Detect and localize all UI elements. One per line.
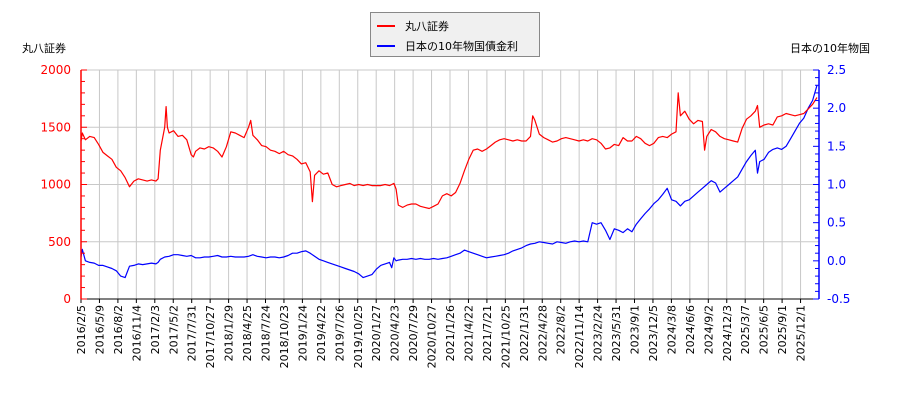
left-y-tick-label: 1000	[40, 178, 71, 192]
x-tick-label: 2022/4/28	[536, 305, 549, 361]
axes: 0 500 1000 1500 2000 -0.5 0.0 0.5 1.0 1.5 2.0 2.5	[40, 63, 850, 306]
x-tick-label: 2023/2/24	[592, 305, 605, 361]
x-tick-label: 2025/3/7	[739, 305, 752, 354]
x-tick-label: 2021/4/22	[462, 305, 475, 361]
x-tick-label: 2020/1/27	[370, 305, 383, 361]
x-tick-label: 2025/9/1	[776, 305, 789, 354]
x-tick-label: 2023/12/5	[647, 305, 660, 361]
x-tick-label: 2021/7/21	[481, 305, 494, 361]
right-y-tick-label: 0.5	[827, 216, 846, 230]
x-tick-label: 2017/5/2	[167, 305, 180, 354]
x-tick-label: 2022/8/2	[555, 305, 568, 354]
right-y-tick-label: -0.5	[827, 292, 850, 306]
right-y-tick-label: 0.0	[827, 254, 846, 268]
grid-lines	[81, 69, 819, 299]
left-y-tick-label: 2000	[40, 63, 71, 77]
legend-item-maruhachi: 丸八証券	[377, 18, 449, 34]
x-tick-label: 2024/12/3	[721, 305, 734, 361]
x-tick-label: 2022/11/14	[573, 305, 586, 368]
left-y-tick-label: 500	[48, 235, 71, 249]
x-tick-label: 2018/7/24	[260, 305, 273, 361]
x-tick-label: 2020/4/23	[389, 305, 402, 361]
legend: 丸八証券 日本の10年物国債金利	[370, 12, 540, 57]
x-tick-label: 2018/10/23	[278, 305, 291, 368]
x-tick-label: 2017/7/31	[186, 305, 199, 361]
x-tick-label: 2021/10/25	[499, 305, 512, 368]
x-axis-tick-labels: 2016/2/5 2016/5/9 2016/8/2 2016/11/4 2017/2/…	[75, 305, 808, 368]
x-tick-label: 2019/4/22	[315, 305, 328, 361]
x-tick-label: 2021/1/26	[444, 305, 457, 361]
x-tick-label: 2022/1/31	[518, 305, 531, 361]
left-axis-title: 丸八証券	[22, 42, 66, 55]
x-tick-label: 2016/11/4	[130, 305, 143, 361]
x-tick-label: 2023/5/31	[610, 305, 623, 361]
jgb-10y-yield-line	[80, 85, 818, 279]
x-tick-label: 2019/7/26	[333, 305, 346, 361]
x-tick-label: 2020/10/27	[426, 305, 439, 368]
legend-item-jgb10y: 日本の10年物国債金利	[377, 38, 518, 54]
legend-label: 丸八証券	[405, 20, 449, 33]
left-y-tick-label: 1500	[40, 120, 71, 134]
x-tick-label: 2020/7/29	[407, 305, 420, 361]
x-tick-label: 2017/10/27	[204, 305, 217, 368]
right-y-tick-label: 2.5	[827, 63, 846, 77]
x-tick-label: 2018/1/29	[223, 305, 236, 361]
x-tick-label: 2025/6/5	[758, 305, 771, 354]
x-tick-label: 2016/8/2	[112, 305, 125, 354]
x-tick-label: 2024/3/8	[665, 305, 678, 354]
red-line-swatch-icon	[377, 25, 395, 27]
right-y-tick-label: 2.0	[827, 101, 846, 115]
blue-line-swatch-icon	[377, 45, 395, 47]
legend-label: 日本の10年物国債金利	[405, 40, 518, 53]
x-tick-label: 2019/1/24	[296, 305, 309, 361]
x-tick-label: 2019/10/25	[352, 305, 365, 368]
x-tick-label: 2025/12/1	[795, 305, 808, 361]
x-tick-label: 2016/5/9	[93, 305, 106, 354]
x-tick-label: 2016/2/5	[75, 305, 88, 354]
left-y-tick-label: 0	[63, 292, 71, 306]
x-tick-label: 2017/2/3	[149, 305, 162, 354]
right-axis-title: 日本の10年物国	[790, 42, 870, 55]
x-tick-label: 2018/4/25	[241, 305, 254, 361]
x-tick-label: 2024/6/6	[684, 305, 697, 354]
right-y-tick-label: 1.0	[827, 178, 846, 192]
series-lines	[80, 85, 818, 279]
maruhachi-price-line	[80, 92, 818, 210]
x-tick-label: 2024/9/2	[702, 305, 715, 354]
x-tick-label: 2023/9/1	[629, 305, 642, 354]
right-y-tick-label: 1.5	[827, 139, 846, 153]
